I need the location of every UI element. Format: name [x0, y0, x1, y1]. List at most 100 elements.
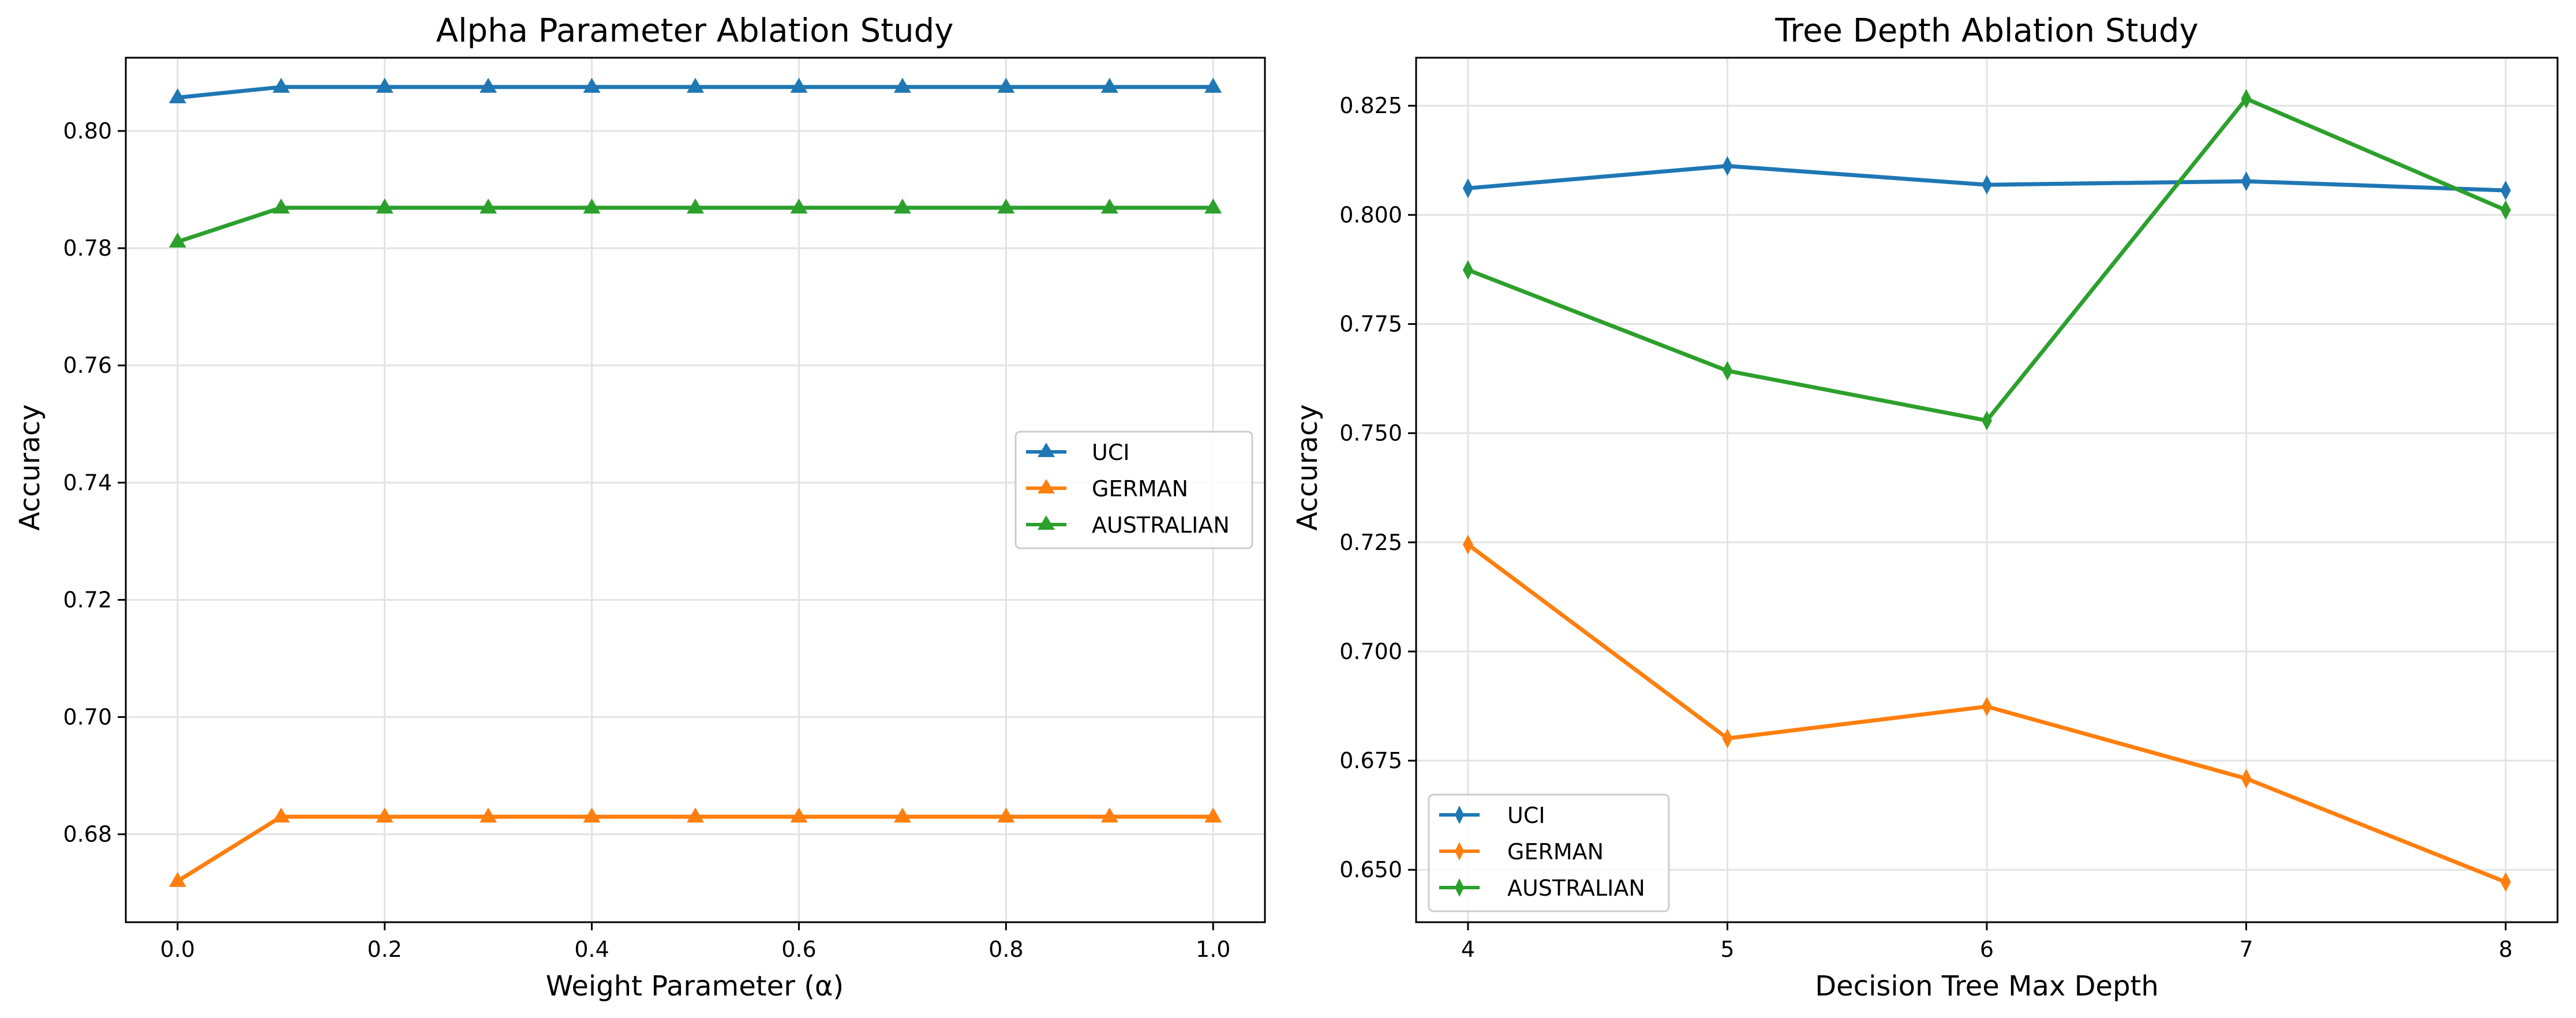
legend-label-german: GERMAN: [1092, 476, 1188, 501]
legend-frame: [1014, 431, 1253, 549]
y-tick-label: 0.74: [63, 470, 112, 495]
data-point-australian: [893, 198, 911, 214]
y-tick-label: 0.76: [63, 353, 112, 378]
data-point-uci: [1982, 175, 1992, 195]
y-tick-label: 0.70: [63, 705, 112, 730]
data-point-uci: [1204, 77, 1222, 93]
x-tick-label: 7: [2239, 937, 2253, 962]
data-point-uci: [480, 77, 497, 93]
data-point-german: [2241, 769, 2252, 789]
data-point-german: [169, 871, 186, 887]
plot-frame: [125, 57, 1266, 923]
data-point-uci: [1462, 178, 1473, 199]
data-point-australian: [1204, 198, 1222, 214]
y-tick-label: 0.675: [1339, 748, 1402, 773]
y-tick-label: 0.650: [1339, 857, 1402, 882]
data-point-uci: [272, 77, 290, 93]
data-point-german: [687, 807, 704, 823]
y-tick-label: 0.725: [1339, 530, 1402, 555]
data-point-australian: [583, 198, 601, 214]
legend-swatch-marker: [1455, 842, 1464, 860]
x-tick-label: 1.0: [1196, 937, 1230, 962]
data-point-german: [1462, 534, 1473, 555]
y-tick-label: 0.78: [63, 235, 112, 261]
legend-label-uci: UCI: [1507, 803, 1545, 828]
data-point-australian: [1100, 198, 1118, 214]
data-point-german: [480, 807, 497, 823]
y-tick-label: 0.700: [1339, 639, 1402, 664]
legend-swatch-marker: [1038, 479, 1055, 493]
legend: UCI GERMAN AUSTRALIAN: [1014, 431, 1253, 549]
y-tick-label: 0.775: [1339, 312, 1402, 337]
x-axis-label: Decision Tree Max Depth: [1815, 970, 2159, 1002]
data-point-uci: [1722, 156, 1733, 176]
data-point-australian: [2241, 89, 2252, 109]
x-ticks: 0.0 0.2 0.4 0.6 0.8 1.0: [160, 922, 1230, 962]
data-point-german: [997, 807, 1015, 823]
y-tick-label: 0.80: [63, 118, 112, 144]
data-point-uci: [687, 77, 704, 93]
y-tick-label: 0.72: [63, 587, 112, 612]
data-point-german: [893, 807, 911, 823]
y-ticks: 0.68 0.70 0.72 0.74 0.76 0.78 0.80: [63, 118, 126, 847]
data-point-german: [1982, 697, 1992, 717]
x-ticks: 4 5 6 7 8: [1461, 922, 2513, 962]
data-point-german: [1722, 728, 1733, 748]
x-tick-label: 0.2: [367, 937, 402, 962]
data-point-uci: [376, 77, 394, 93]
data-point-german: [583, 807, 601, 823]
legend-swatch-marker: [1455, 878, 1464, 897]
data-point-uci: [2241, 171, 2252, 192]
y-ticks: 0.650 0.675 0.700 0.725 0.750 0.775 0.800 0.825: [1339, 93, 1416, 882]
y-axis-label: Accuracy: [1291, 404, 1324, 530]
y-axis-label: Accuracy: [14, 404, 46, 530]
data-point-german: [376, 807, 394, 823]
legend-swatch-marker: [1455, 806, 1464, 824]
data-point-australian: [169, 232, 186, 248]
data-point-german: [1204, 807, 1222, 823]
data-point-australian: [376, 198, 394, 214]
data-point-uci: [2500, 180, 2511, 200]
x-tick-label: 0.0: [160, 937, 195, 962]
x-tick-label: 0.8: [989, 937, 1023, 962]
data-point-german: [272, 807, 290, 823]
plot-series: [169, 77, 1222, 887]
x-tick-label: 4: [1461, 937, 1475, 962]
legend-frame: [1428, 794, 1670, 912]
legend-label-australian: AUSTRALIAN: [1092, 512, 1230, 538]
x-tick-label: 0.6: [781, 937, 816, 962]
chart-title: Tree Depth Ablation Study: [1774, 12, 2198, 50]
data-point-german: [2500, 872, 2511, 892]
data-point-australian: [2500, 200, 2511, 220]
legend-label-uci: UCI: [1092, 440, 1130, 465]
data-point-australian: [687, 198, 704, 214]
data-point-australian: [997, 198, 1015, 214]
legend: UCI GERMAN AUSTRALIAN: [1428, 794, 1670, 912]
y-tick-label: 0.750: [1339, 421, 1402, 446]
data-point-uci: [169, 88, 186, 104]
data-point-australian: [790, 198, 808, 214]
x-tick-label: 5: [1720, 937, 1734, 962]
data-point-australian: [272, 198, 290, 214]
tree-depth-ablation-chart: Tree Depth Ablation Study Decision Tree …: [1291, 12, 2559, 1002]
legend-label-german: GERMAN: [1507, 839, 1604, 864]
data-point-uci: [1100, 77, 1118, 93]
legend-label-australian: AUSTRALIAN: [1507, 875, 1645, 901]
data-point-german: [1100, 807, 1118, 823]
data-point-australian: [1462, 260, 1473, 280]
data-point-uci: [893, 77, 911, 93]
chart-title: Alpha Parameter Ablation Study: [436, 12, 954, 50]
legend-swatch-marker: [1038, 515, 1055, 530]
data-point-german: [790, 807, 808, 823]
x-axis-label: Weight Parameter (α): [546, 970, 844, 1002]
x-tick-label: 6: [1980, 937, 1994, 962]
x-tick-label: 0.4: [574, 937, 609, 962]
x-tick-label: 8: [2499, 937, 2513, 962]
legend-swatch-marker: [1038, 443, 1055, 457]
plot-series: [1462, 89, 2511, 892]
data-point-uci: [790, 77, 808, 93]
data-point-australian: [1722, 361, 1733, 381]
data-point-australian: [1982, 410, 1992, 431]
data-point-uci: [997, 77, 1015, 93]
